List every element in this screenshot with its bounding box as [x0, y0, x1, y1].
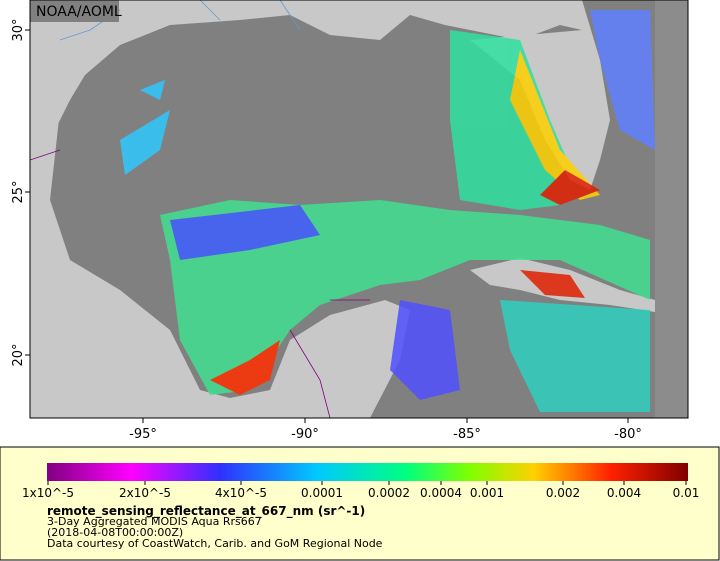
lat-label: 20° [11, 343, 26, 366]
colorbar-label: 1x10^-5 [22, 486, 74, 500]
description-line: Data courtesy of CoastWatch, Carib. and … [47, 537, 383, 550]
map-frame [29, 0, 689, 419]
lat-ticks: 30° 25° 20° [11, 18, 30, 367]
colorbar-label: 0.001 [470, 486, 504, 500]
description-line: 3-Day Aggregated MODIS Aqua Rrs667 [47, 515, 262, 528]
colorbar-label: 0.01 [673, 486, 700, 500]
lat-label: 25° [11, 180, 26, 203]
lon-label: -90° [291, 427, 319, 442]
colorbar [47, 463, 688, 481]
borders [30, 149, 370, 418]
no-data-strip [655, 0, 688, 418]
lon-label: -85° [453, 427, 481, 442]
description: 3-Day Aggregated MODIS Aqua Rrs667(2018-… [47, 515, 383, 550]
land-belize [340, 300, 410, 418]
reflectance-layer [120, 10, 655, 412]
colorbar-labels: 1x10^-5 2x10^-5 4x10^-5 0.0001 0.0002 0.0004 0… [22, 481, 699, 500]
credit: NOAA/AOML [36, 4, 122, 20]
land-mexico [30, 110, 390, 418]
map: NOAA/AOML [30, 0, 688, 418]
lat-label: 30° [11, 18, 26, 41]
colorbar-label: 4x10^-5 [215, 486, 267, 500]
colorbar-label: 0.0001 [301, 486, 343, 500]
lon-label: -95° [129, 427, 157, 442]
lon-label: -80° [614, 427, 642, 442]
colorbar-label: 2x10^-5 [119, 486, 171, 500]
credit-bg [30, 0, 119, 22]
colorbar-label: 0.0002 [368, 486, 410, 500]
land-north-west [30, 0, 582, 418]
colorbar-label: 0.004 [607, 486, 641, 500]
variable-name: remote_sensing_reflectance_at_667_nm (sr… [47, 504, 365, 519]
lon-ticks: -95° -90° -85° -80° [129, 418, 642, 442]
colorbar-label: 0.0004 [420, 486, 462, 500]
colorbar-label: 0.002 [546, 486, 580, 500]
description-line: (2018-04-08T00:00:00Z) [47, 526, 183, 539]
